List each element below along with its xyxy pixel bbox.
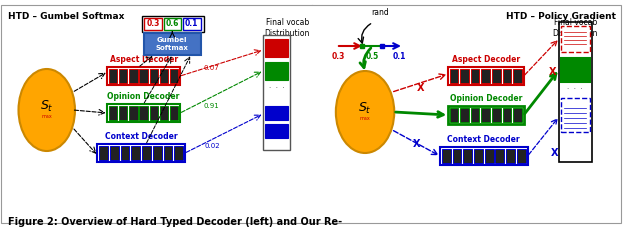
Bar xyxy=(471,69,479,83)
Bar xyxy=(561,58,590,82)
Bar xyxy=(150,106,158,120)
Bar xyxy=(481,69,490,83)
Bar xyxy=(481,108,490,122)
Text: HTD – Gumbel Softmax: HTD – Gumbel Softmax xyxy=(8,12,124,21)
Bar xyxy=(142,16,204,32)
Bar xyxy=(121,146,129,160)
Bar xyxy=(99,146,108,160)
Bar xyxy=(265,62,288,80)
Bar xyxy=(561,98,590,132)
Bar xyxy=(107,104,180,122)
Bar xyxy=(107,67,180,85)
Text: 0.3: 0.3 xyxy=(146,19,159,29)
Text: 0.3: 0.3 xyxy=(332,52,346,61)
Bar xyxy=(517,149,525,163)
Bar xyxy=(448,106,524,124)
Bar xyxy=(492,69,500,83)
Ellipse shape xyxy=(336,71,394,153)
Bar xyxy=(265,39,288,57)
Bar xyxy=(463,149,472,163)
Bar xyxy=(471,108,479,122)
Bar xyxy=(119,69,127,83)
Bar xyxy=(561,26,590,52)
Bar xyxy=(174,146,183,160)
Bar xyxy=(502,108,511,122)
Text: 0.6: 0.6 xyxy=(166,19,179,29)
Text: ·  ·  ·: · · · xyxy=(568,86,583,92)
Text: X: X xyxy=(417,83,424,93)
Bar xyxy=(183,18,200,30)
Bar xyxy=(131,146,140,160)
Bar xyxy=(170,106,178,120)
Text: X: X xyxy=(413,139,420,149)
Text: Aspect Decoder: Aspect Decoder xyxy=(109,55,178,64)
Bar xyxy=(129,106,138,120)
Bar xyxy=(559,22,592,162)
Bar xyxy=(170,69,178,83)
Text: max: max xyxy=(42,114,52,120)
Bar xyxy=(484,149,493,163)
Text: 0.02: 0.02 xyxy=(204,143,220,149)
Bar xyxy=(119,106,127,120)
Bar xyxy=(442,149,451,163)
Bar xyxy=(448,67,524,85)
Text: Opinion Decoder: Opinion Decoder xyxy=(108,92,180,101)
Text: 0.1: 0.1 xyxy=(185,19,198,29)
Text: Context Decoder: Context Decoder xyxy=(447,135,520,144)
Text: 0.5: 0.5 xyxy=(365,52,378,61)
Bar xyxy=(263,35,290,150)
Bar xyxy=(164,146,172,160)
Text: HTD – Policy Gradient: HTD – Policy Gradient xyxy=(506,12,616,21)
Bar xyxy=(140,69,148,83)
Bar xyxy=(110,146,119,160)
Bar xyxy=(97,144,185,162)
Text: X: X xyxy=(551,148,559,158)
Text: $S_t$: $S_t$ xyxy=(358,101,372,115)
Bar xyxy=(460,108,469,122)
Bar xyxy=(144,33,200,55)
Text: X: X xyxy=(549,67,557,77)
Text: 0.07: 0.07 xyxy=(204,65,219,71)
Bar xyxy=(164,18,181,30)
Bar xyxy=(265,124,288,138)
Bar xyxy=(150,69,158,83)
Bar xyxy=(492,108,500,122)
Text: Figure 2: Overview of Hard Typed Decoder (left) and Our Re-: Figure 2: Overview of Hard Typed Decoder… xyxy=(8,217,342,227)
Bar xyxy=(474,149,483,163)
Bar xyxy=(450,108,458,122)
Bar xyxy=(513,69,522,83)
Bar xyxy=(440,147,527,165)
Text: rand: rand xyxy=(371,8,388,17)
Text: Final vocab
Distribution: Final vocab Distribution xyxy=(552,18,598,38)
Bar xyxy=(140,106,148,120)
Bar xyxy=(160,69,168,83)
Bar xyxy=(495,149,504,163)
Bar xyxy=(109,69,117,83)
Text: Aspect Decoder: Aspect Decoder xyxy=(452,55,520,64)
Bar xyxy=(153,146,161,160)
Bar xyxy=(109,106,117,120)
Bar xyxy=(265,106,288,120)
Bar xyxy=(129,69,138,83)
Bar xyxy=(513,108,522,122)
Text: ·  ·  ·: · · · xyxy=(269,85,284,91)
Text: 0.1: 0.1 xyxy=(392,52,406,61)
Bar xyxy=(506,149,515,163)
Bar xyxy=(502,69,511,83)
Bar xyxy=(460,69,469,83)
Text: 0.91: 0.91 xyxy=(204,103,219,109)
Text: Context Decoder: Context Decoder xyxy=(105,132,177,141)
Text: max: max xyxy=(360,116,371,121)
Bar xyxy=(142,146,151,160)
Ellipse shape xyxy=(19,69,75,151)
Bar xyxy=(450,69,458,83)
Bar xyxy=(452,149,461,163)
Bar xyxy=(160,106,168,120)
Bar xyxy=(144,18,161,30)
Text: $S_t$: $S_t$ xyxy=(40,98,54,114)
Text: Opinion Decoder: Opinion Decoder xyxy=(449,94,522,103)
Text: Final vocab
Distribution: Final vocab Distribution xyxy=(264,18,310,38)
Text: Gumbel
Softmax: Gumbel Softmax xyxy=(156,37,189,51)
